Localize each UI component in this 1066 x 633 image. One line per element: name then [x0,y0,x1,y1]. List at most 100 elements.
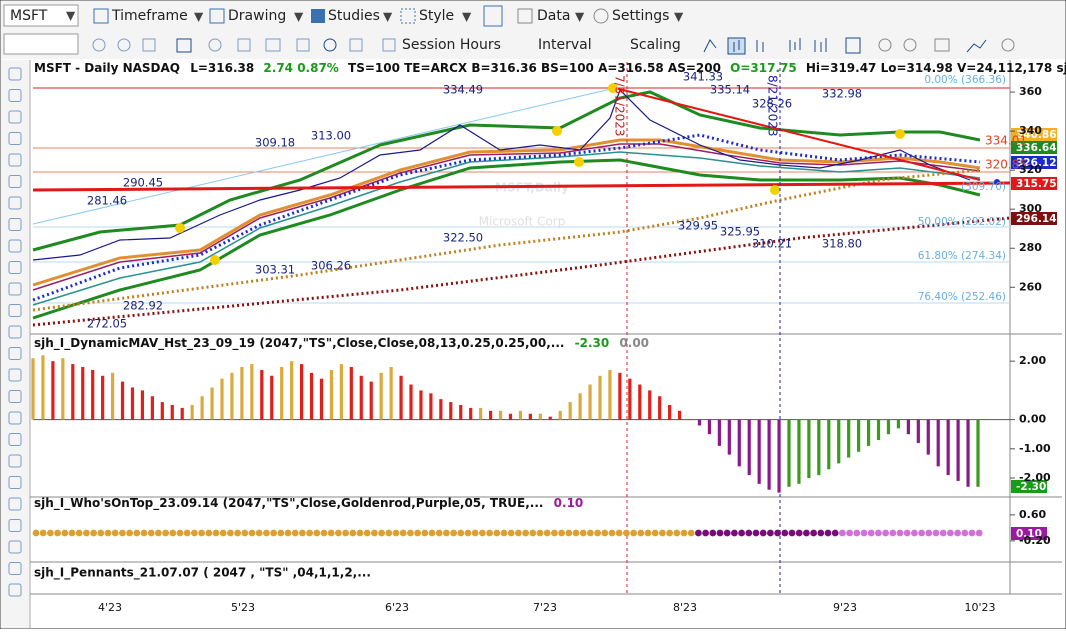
histogram-bar [488,410,493,420]
menu[interactable]: Session Hours [402,37,501,53]
dot [738,529,745,537]
dot [543,529,551,537]
combo[interactable] [3,33,79,55]
header: MSFT - Daily NASDAQ L=316.38 2.74 0.87% … [34,61,1066,76]
value-tag-text: 0.10 [1016,528,1042,540]
y-tick-label: -2.00 [1019,471,1051,484]
dot [32,529,40,537]
histogram-bar [250,364,254,420]
histogram-bar [280,367,284,420]
histogram-bar [558,410,562,420]
price-tag [1011,212,1057,225]
histogram-bar [876,419,881,441]
histogram-bar [886,419,891,435]
histogram-bar [71,364,75,420]
price-level: 320.85 [985,158,1027,172]
dot [54,529,61,537]
dot [551,529,558,537]
dot [515,529,522,537]
dot [666,529,673,537]
signal [175,223,185,233]
price-tag [1011,141,1057,154]
symbol-input[interactable]: MSFT [10,8,48,24]
dot [759,529,767,537]
icon [727,37,746,55]
histogram-bar [110,372,115,420]
menu[interactable]: Settings [612,8,669,24]
menu[interactable]: Studies [328,8,380,24]
histogram-bar [170,404,174,420]
symbol-box[interactable] [3,4,79,27]
tool-icon [8,196,22,210]
tool-icon [8,175,22,188]
dot [723,529,731,537]
date-label: 4'23 [98,601,122,614]
price-studies [32,83,1011,327]
dot [342,529,349,537]
tool-icon [8,583,22,597]
histogram-bar [190,404,194,420]
price-tag-text: 296.14 [1016,213,1057,225]
dot [587,529,594,537]
dot [846,529,853,537]
date-label: 6'23 [385,601,409,614]
dot [392,529,400,537]
histogram-bar [727,419,731,455]
menu[interactable]: Style [419,8,454,24]
signal-dots [175,83,905,265]
dot [565,529,573,537]
dot [349,529,357,537]
menu[interactable]: Data [537,8,570,24]
signal [895,129,905,139]
dot [378,529,385,537]
icon [400,8,416,24]
dot [248,529,256,537]
histogram-bar [817,419,821,476]
menu[interactable]: Interval [538,37,592,53]
histogram-bar [538,413,542,420]
histogram-bar [916,419,920,443]
dot [241,529,249,537]
histogram-bar [359,375,363,420]
price-annotation: 341.33 [683,70,723,84]
icon [311,9,325,23]
signal [574,157,584,167]
dot [284,529,292,537]
signal [552,126,562,136]
icon [92,38,106,52]
dot [191,529,198,537]
dot [695,529,702,537]
signal [608,83,618,93]
price-annotation: 313.00 [311,129,351,143]
toolbar-icons [92,38,396,53]
menu[interactable]: Drawing [228,8,286,24]
dot [90,529,97,537]
icon [349,38,363,52]
price-tag-text: 315.75 [1016,178,1057,190]
dot [644,529,652,537]
dot [313,529,321,537]
dot [831,529,839,537]
price-annotation: 318.80 [822,237,862,251]
histogram-bar [757,419,761,484]
dot [522,529,529,537]
histogram-bar [837,419,841,464]
dot [630,529,637,537]
tool-icon [8,390,22,403]
tool-icon [8,218,22,231]
dot [162,529,170,537]
histogram-bar [459,404,463,420]
menu[interactable]: Timeframe [111,8,188,24]
histogram-bar [409,384,413,420]
fib-label: 50.00% (292.02) [918,216,1006,228]
tool-icon [8,433,22,446]
menu[interactable]: Scaling [630,37,681,53]
study-title: sjh_I_Pennants_21.07.07 ( 2047 , "TS" ,0… [34,566,371,581]
histogram-bar [648,390,652,420]
tool-icon [8,132,22,145]
dot [126,529,133,537]
histogram-bar [608,369,612,420]
icon [1001,38,1015,52]
icon [93,8,109,24]
tool-icon [8,540,22,554]
